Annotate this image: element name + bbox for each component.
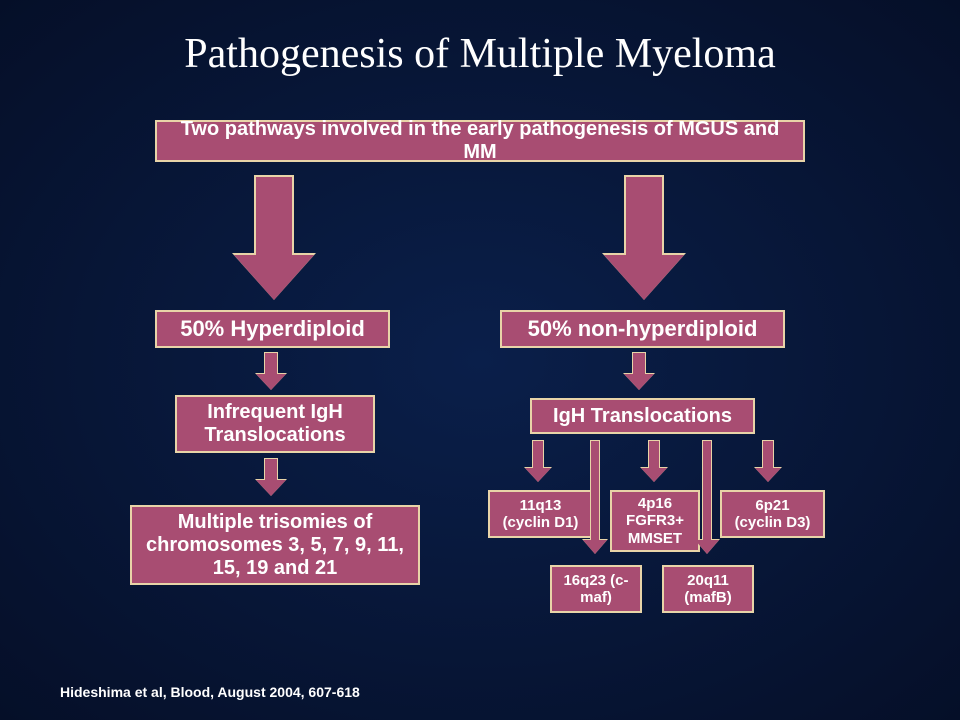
left-box-infrequent: Infrequent IgH Translocations — [175, 395, 375, 453]
page-title: Pathogenesis of Multiple Myeloma — [0, 0, 960, 78]
trans-16q23: 16q23 (c-maf) — [550, 565, 642, 613]
trans-4p16-label: 4p16 FGFR3+ MMSET — [622, 495, 688, 547]
trans-11q13-label: 11q13 (cyclin D1) — [500, 497, 581, 532]
left-box-trisomies: Multiple trisomies of chromosomes 3, 5, … — [130, 505, 420, 585]
right-box-nonhyper: 50% non-hyperdiploid — [500, 310, 785, 348]
trans-16q23-label: 16q23 (c-maf) — [562, 572, 630, 607]
left-box-hyperdiploid-label: 50% Hyperdiploid — [180, 316, 365, 342]
left-box-trisomies-label: Multiple trisomies of chromosomes 3, 5, … — [142, 511, 408, 580]
left-box-infrequent-label: Infrequent IgH Translocations — [187, 401, 363, 447]
trans-20q11: 20q11 (mafB) — [662, 565, 754, 613]
right-box-igh: IgH Translocations — [530, 398, 755, 434]
trans-6p21: 6p21 (cyclin D3) — [720, 490, 825, 538]
citation: Hideshima et al, Blood, August 2004, 607… — [60, 684, 360, 700]
trans-20q11-label: 20q11 (mafB) — [674, 572, 742, 607]
root-box-label: Two pathways involved in the early patho… — [167, 118, 793, 164]
trans-6p21-label: 6p21 (cyclin D3) — [732, 497, 813, 532]
root-box: Two pathways involved in the early patho… — [155, 120, 805, 162]
trans-4p16: 4p16 FGFR3+ MMSET — [610, 490, 700, 552]
right-box-nonhyper-label: 50% non-hyperdiploid — [528, 316, 758, 342]
trans-11q13: 11q13 (cyclin D1) — [488, 490, 593, 538]
left-box-hyperdiploid: 50% Hyperdiploid — [155, 310, 390, 348]
right-box-igh-label: IgH Translocations — [553, 405, 732, 428]
